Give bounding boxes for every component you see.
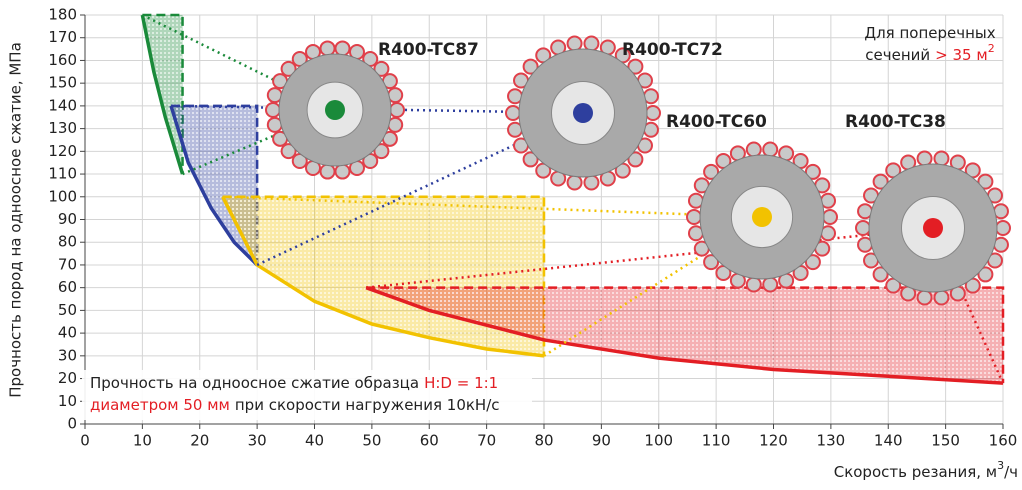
y-tick-label: 90: [58, 210, 77, 228]
x-tick-label: 100: [644, 432, 673, 450]
x-tick-label: 70: [477, 432, 496, 450]
y-tick-label: 170: [48, 28, 77, 46]
x-tick-label: 80: [534, 432, 553, 450]
y-tick-label: 140: [48, 96, 77, 114]
y-tick-label: 10: [58, 392, 77, 410]
pick: [918, 290, 932, 304]
pick: [646, 106, 660, 120]
note-line: диаметром 50 мм при скорости нагружения 1…: [90, 396, 500, 414]
pick: [321, 165, 335, 179]
y-tick-label: 40: [58, 324, 77, 342]
y-tick-label: 100: [48, 187, 77, 205]
note-text: H:D = 1:1: [424, 374, 498, 392]
x-tick-label: 50: [362, 432, 381, 450]
y-tick-label: 0: [67, 415, 77, 433]
x-axis-label-part: 3: [997, 459, 1004, 472]
note-line: Для поперечных: [864, 24, 995, 42]
pick: [918, 152, 932, 166]
hub-dot: [752, 207, 772, 227]
x-tick-label: 130: [817, 432, 846, 450]
x-axis-label-part: /ч: [1004, 463, 1018, 481]
note-text: диаметром 50 мм: [90, 396, 230, 414]
chart: Прочность пород на одноосное сжатие, МПа…: [0, 0, 1022, 490]
x-tick-label: 20: [190, 432, 209, 450]
pick: [335, 165, 349, 179]
pick: [335, 41, 349, 55]
y-tick-label: 150: [48, 74, 77, 92]
note-text: Прочность на одноосное сжатие образца: [90, 374, 419, 392]
pick: [390, 103, 404, 117]
pick: [763, 278, 777, 292]
x-tick-label: 10: [133, 432, 152, 450]
pick: [568, 175, 582, 189]
pick: [823, 210, 837, 224]
x-tick-label: 0: [80, 432, 90, 450]
note-line: сечений > 35 м2: [865, 42, 994, 64]
series-name: R400-TC72: [622, 40, 723, 60]
pick: [996, 221, 1010, 235]
series-name: R400-TC60: [666, 112, 767, 132]
shaded-area-texture: [223, 197, 544, 356]
pick: [934, 290, 948, 304]
y-tick-label: 20: [58, 369, 77, 387]
hub-dot: [573, 103, 593, 123]
pick: [747, 278, 761, 292]
x-tick-label: 30: [248, 432, 267, 450]
note-text: сечений: [865, 46, 930, 64]
x-tick-label: 90: [592, 432, 611, 450]
pick: [568, 37, 582, 51]
y-tick-label: 70: [58, 255, 77, 273]
y-axis-label: Прочность пород на одноосное сжатие, МПа: [7, 42, 25, 398]
x-tick-label: 110: [702, 432, 731, 450]
note-text: > 35 м: [935, 46, 988, 64]
y-tick-label: 60: [58, 278, 77, 296]
y-tick-label: 30: [58, 346, 77, 364]
note-text: Для поперечных: [864, 24, 995, 42]
y-tick-label: 50: [58, 301, 77, 319]
series-name: R400-TC38: [845, 112, 946, 132]
x-axis-label-part: Скорость резания, м: [834, 463, 997, 481]
pick: [687, 210, 701, 224]
x-tick-label: 140: [874, 432, 903, 450]
pick: [934, 152, 948, 166]
y-tick-label: 80: [58, 233, 77, 251]
x-tick-label: 60: [420, 432, 439, 450]
y-tick-label: 180: [48, 6, 77, 24]
hub-dot: [923, 218, 943, 238]
note-text: при скорости нагружения 10кН/с: [235, 396, 500, 414]
series-name: R400-TC87: [378, 40, 479, 60]
note-text: 2: [988, 42, 995, 55]
y-tick-label: 130: [48, 119, 77, 137]
x-tick-label: 120: [759, 432, 788, 450]
pick: [321, 41, 335, 55]
note-line: Прочность на одноосное сжатие образца H:D…: [90, 374, 498, 392]
y-tick-label: 160: [48, 51, 77, 69]
x-tick-label: 40: [305, 432, 324, 450]
y-tick-label: 110: [48, 165, 77, 183]
x-axis-label: Скорость резания, м3/ч: [834, 459, 1018, 481]
pick: [856, 221, 870, 235]
hub-dot: [325, 100, 345, 120]
x-tick-label: 150: [931, 432, 960, 450]
pick: [506, 106, 520, 120]
y-tick-label: 120: [48, 142, 77, 160]
pick: [584, 37, 598, 51]
pick: [266, 103, 280, 117]
pick: [584, 175, 598, 189]
pick: [763, 142, 777, 156]
x-tick-label: 160: [989, 432, 1018, 450]
pick: [747, 142, 761, 156]
